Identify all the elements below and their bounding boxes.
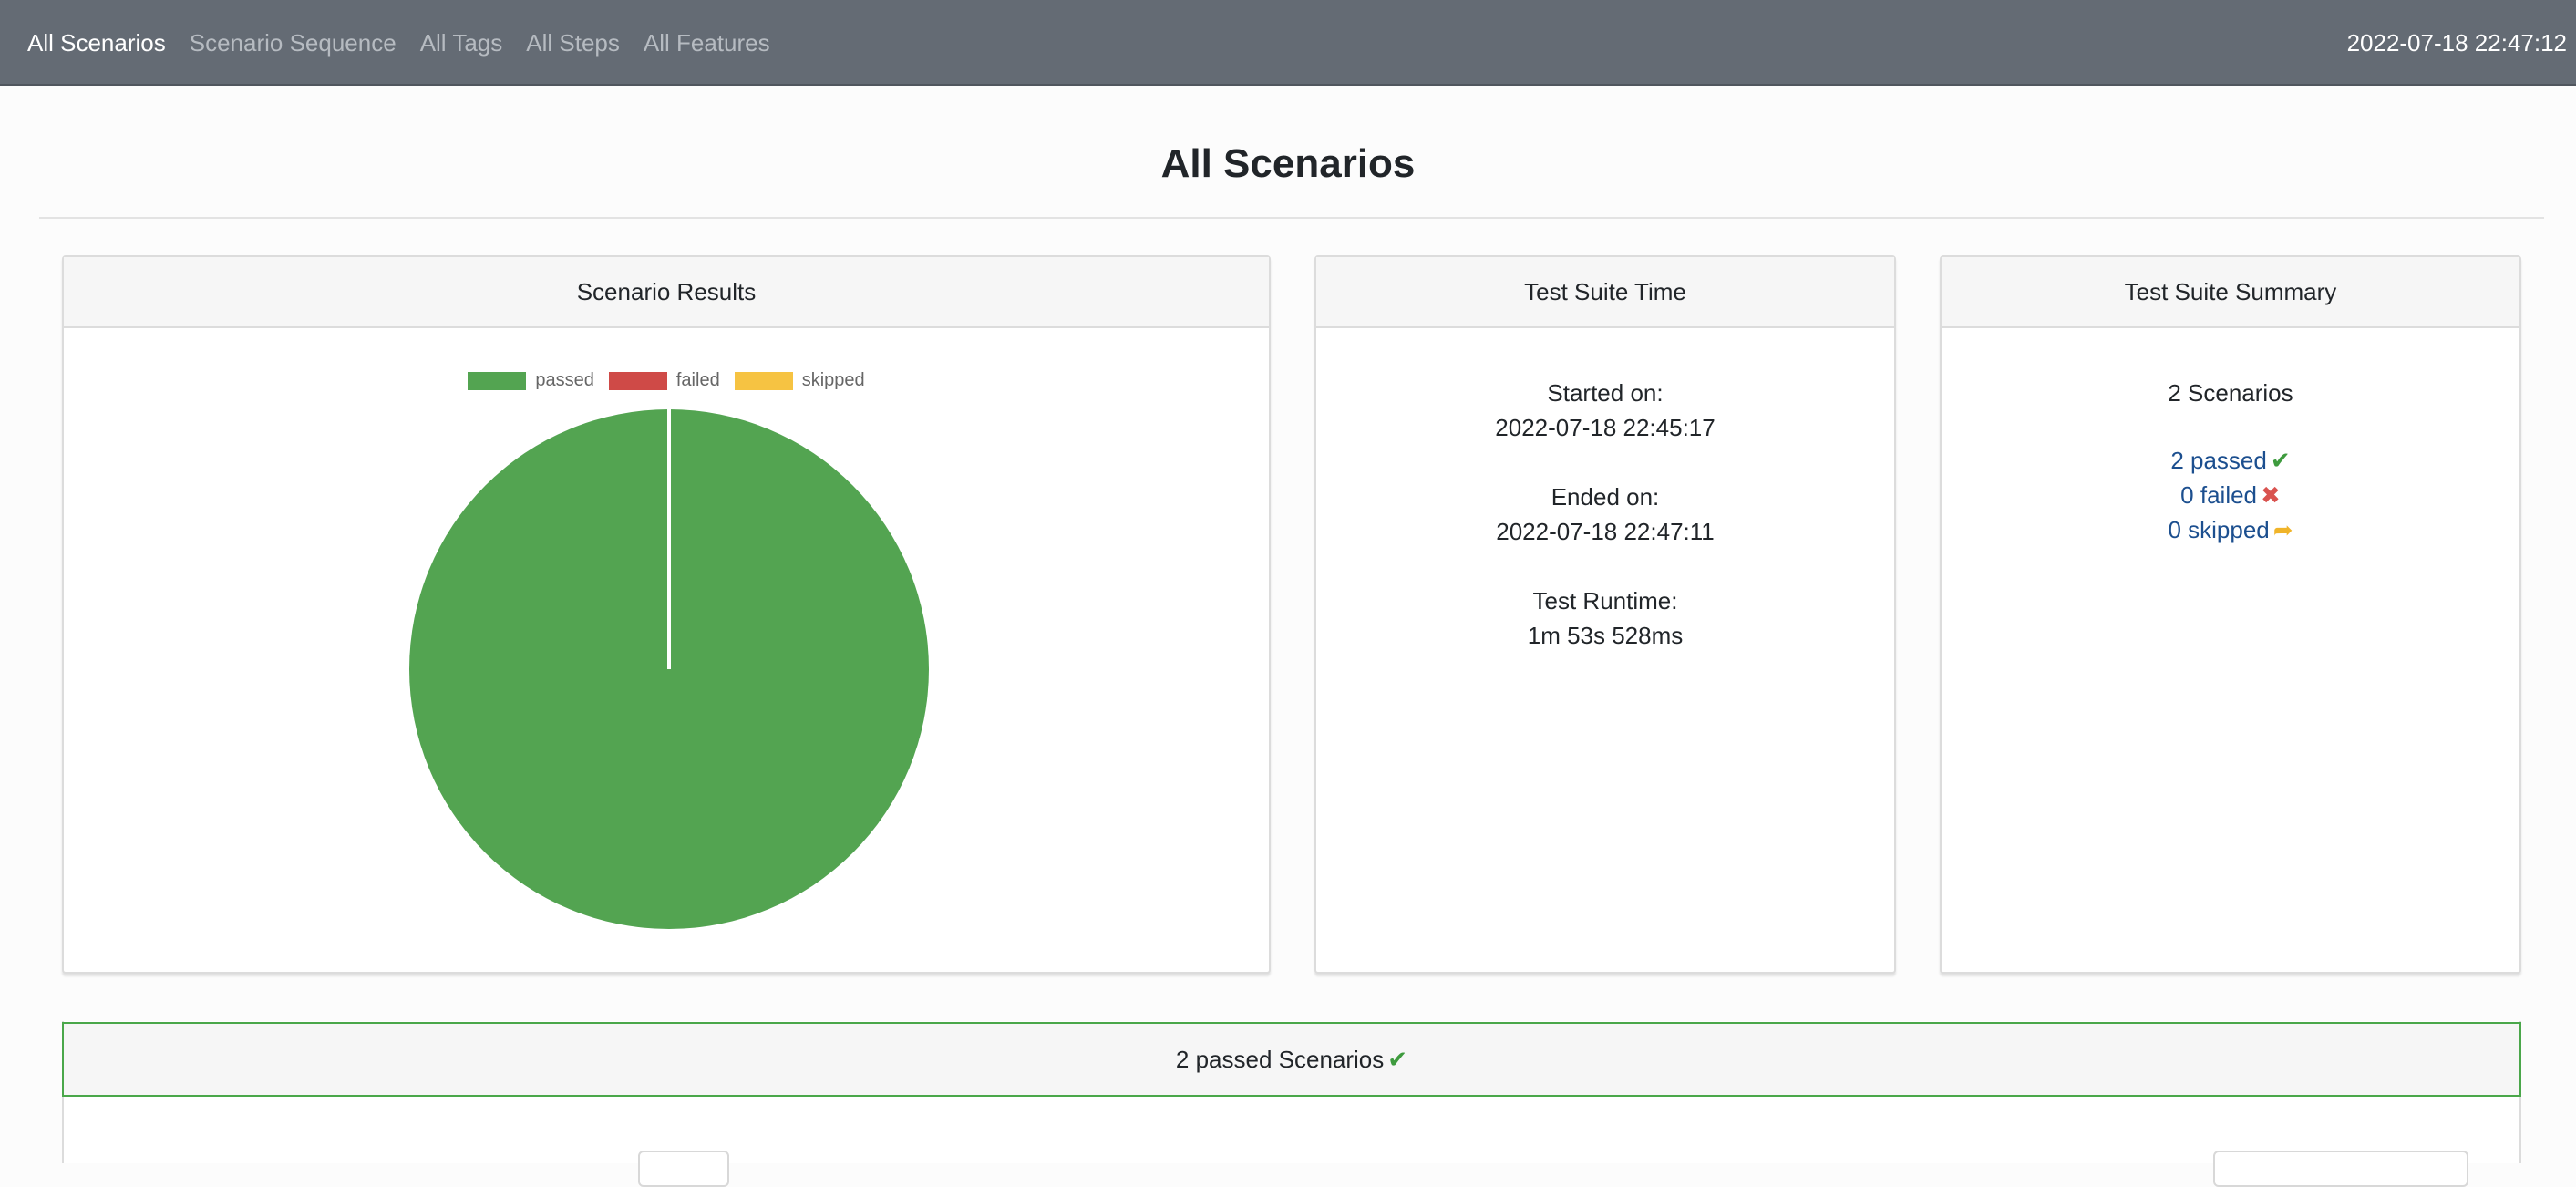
top-navbar: All Scenarios Scenario Sequence All Tags…: [0, 0, 2576, 86]
search-input[interactable]: [2213, 1151, 2468, 1187]
skipped-link[interactable]: 0 skipped ➦: [1942, 512, 2519, 547]
time-body: Started on: 2022-07-18 22:45:17 Ended on…: [1316, 328, 1894, 653]
summary-body: 2 Scenarios 2 passed ✔ 0 failed ✖ 0 skippe…: [1942, 328, 2519, 547]
title-divider: [39, 217, 2544, 219]
test-suite-time-header: Test Suite Time: [1316, 257, 1894, 328]
started-label: Started on:: [1547, 379, 1664, 407]
ended-value: 2022-07-18 22:47:11: [1496, 518, 1715, 545]
started-block: Started on: 2022-07-18 22:45:17: [1316, 376, 1894, 445]
passed-scenarios-title: 2 passed Scenarios: [1175, 1046, 1385, 1073]
test-suite-time-card: Test Suite Time Started on: 2022-07-18 2…: [1314, 255, 1896, 974]
passed-count: 2 passed: [2170, 447, 2267, 474]
page-title: All Scenarios: [1160, 141, 1416, 186]
nav-all-steps[interactable]: All Steps: [526, 28, 620, 57]
check-icon: ✔: [1387, 1046, 1408, 1073]
nav-all-tags[interactable]: All Tags: [419, 28, 503, 57]
nav-scenario-sequence[interactable]: Scenario Sequence: [189, 28, 397, 57]
legend-item-passed[interactable]: passed: [468, 370, 594, 391]
entries-select[interactable]: [638, 1151, 729, 1187]
test-suite-summary-card: Test Suite Summary 2 Scenarios 2 passed ✔…: [1940, 255, 2521, 974]
failed-link[interactable]: 0 failed ✖: [1942, 478, 2519, 512]
scenario-results-card: Scenario Results passed failed skipped: [62, 255, 1271, 974]
nav-all-features[interactable]: All Features: [643, 28, 770, 57]
runtime-label: Test Runtime:: [1532, 587, 1678, 614]
test-suite-summary-header: Test Suite Summary: [1942, 257, 2519, 328]
report-timestamp: 2022-07-18 22:47:12: [2346, 29, 2567, 57]
nav-all-scenarios[interactable]: All Scenarios: [27, 28, 166, 57]
passed-link[interactable]: 2 passed ✔: [1942, 443, 2519, 478]
scenario-total: 2 Scenarios: [2168, 379, 2293, 407]
runtime-value: 1m 53s 528ms: [1527, 622, 1684, 649]
passed-scenarios-header[interactable]: 2 passed Scenarios ✔: [62, 1022, 2521, 1097]
skipped-count: 0 skipped: [2168, 516, 2270, 543]
scenario-pie-chart: [407, 407, 932, 932]
legend-label-passed: passed: [535, 370, 594, 390]
pie-svg: [409, 409, 929, 929]
legend-label-failed: failed: [675, 370, 720, 390]
failed-count: 0 failed: [2180, 481, 2258, 509]
runtime-block: Test Runtime: 1m 53s 528ms: [1316, 583, 1894, 653]
started-value: 2022-07-18 22:45:17: [1495, 414, 1716, 441]
share-arrow-icon: ➦: [2272, 516, 2293, 543]
scenario-results-header: Scenario Results: [64, 257, 1269, 328]
legend-item-skipped[interactable]: skipped: [734, 370, 865, 391]
legend-item-failed[interactable]: failed: [608, 370, 720, 391]
check-icon: ✔: [2270, 447, 2291, 474]
nav-links: All Scenarios Scenario Sequence All Tags…: [27, 0, 794, 86]
chart-legend: passed failed skipped: [64, 370, 1269, 391]
legend-swatch-failed: [608, 371, 667, 390]
ended-block: Ended on: 2022-07-18 22:47:11: [1316, 480, 1894, 549]
legend-swatch-passed: [468, 371, 527, 390]
legend-label-skipped: skipped: [801, 370, 865, 390]
legend-swatch-skipped: [734, 371, 793, 390]
x-icon: ✖: [2261, 481, 2281, 509]
ended-label: Ended on:: [1551, 483, 1660, 511]
